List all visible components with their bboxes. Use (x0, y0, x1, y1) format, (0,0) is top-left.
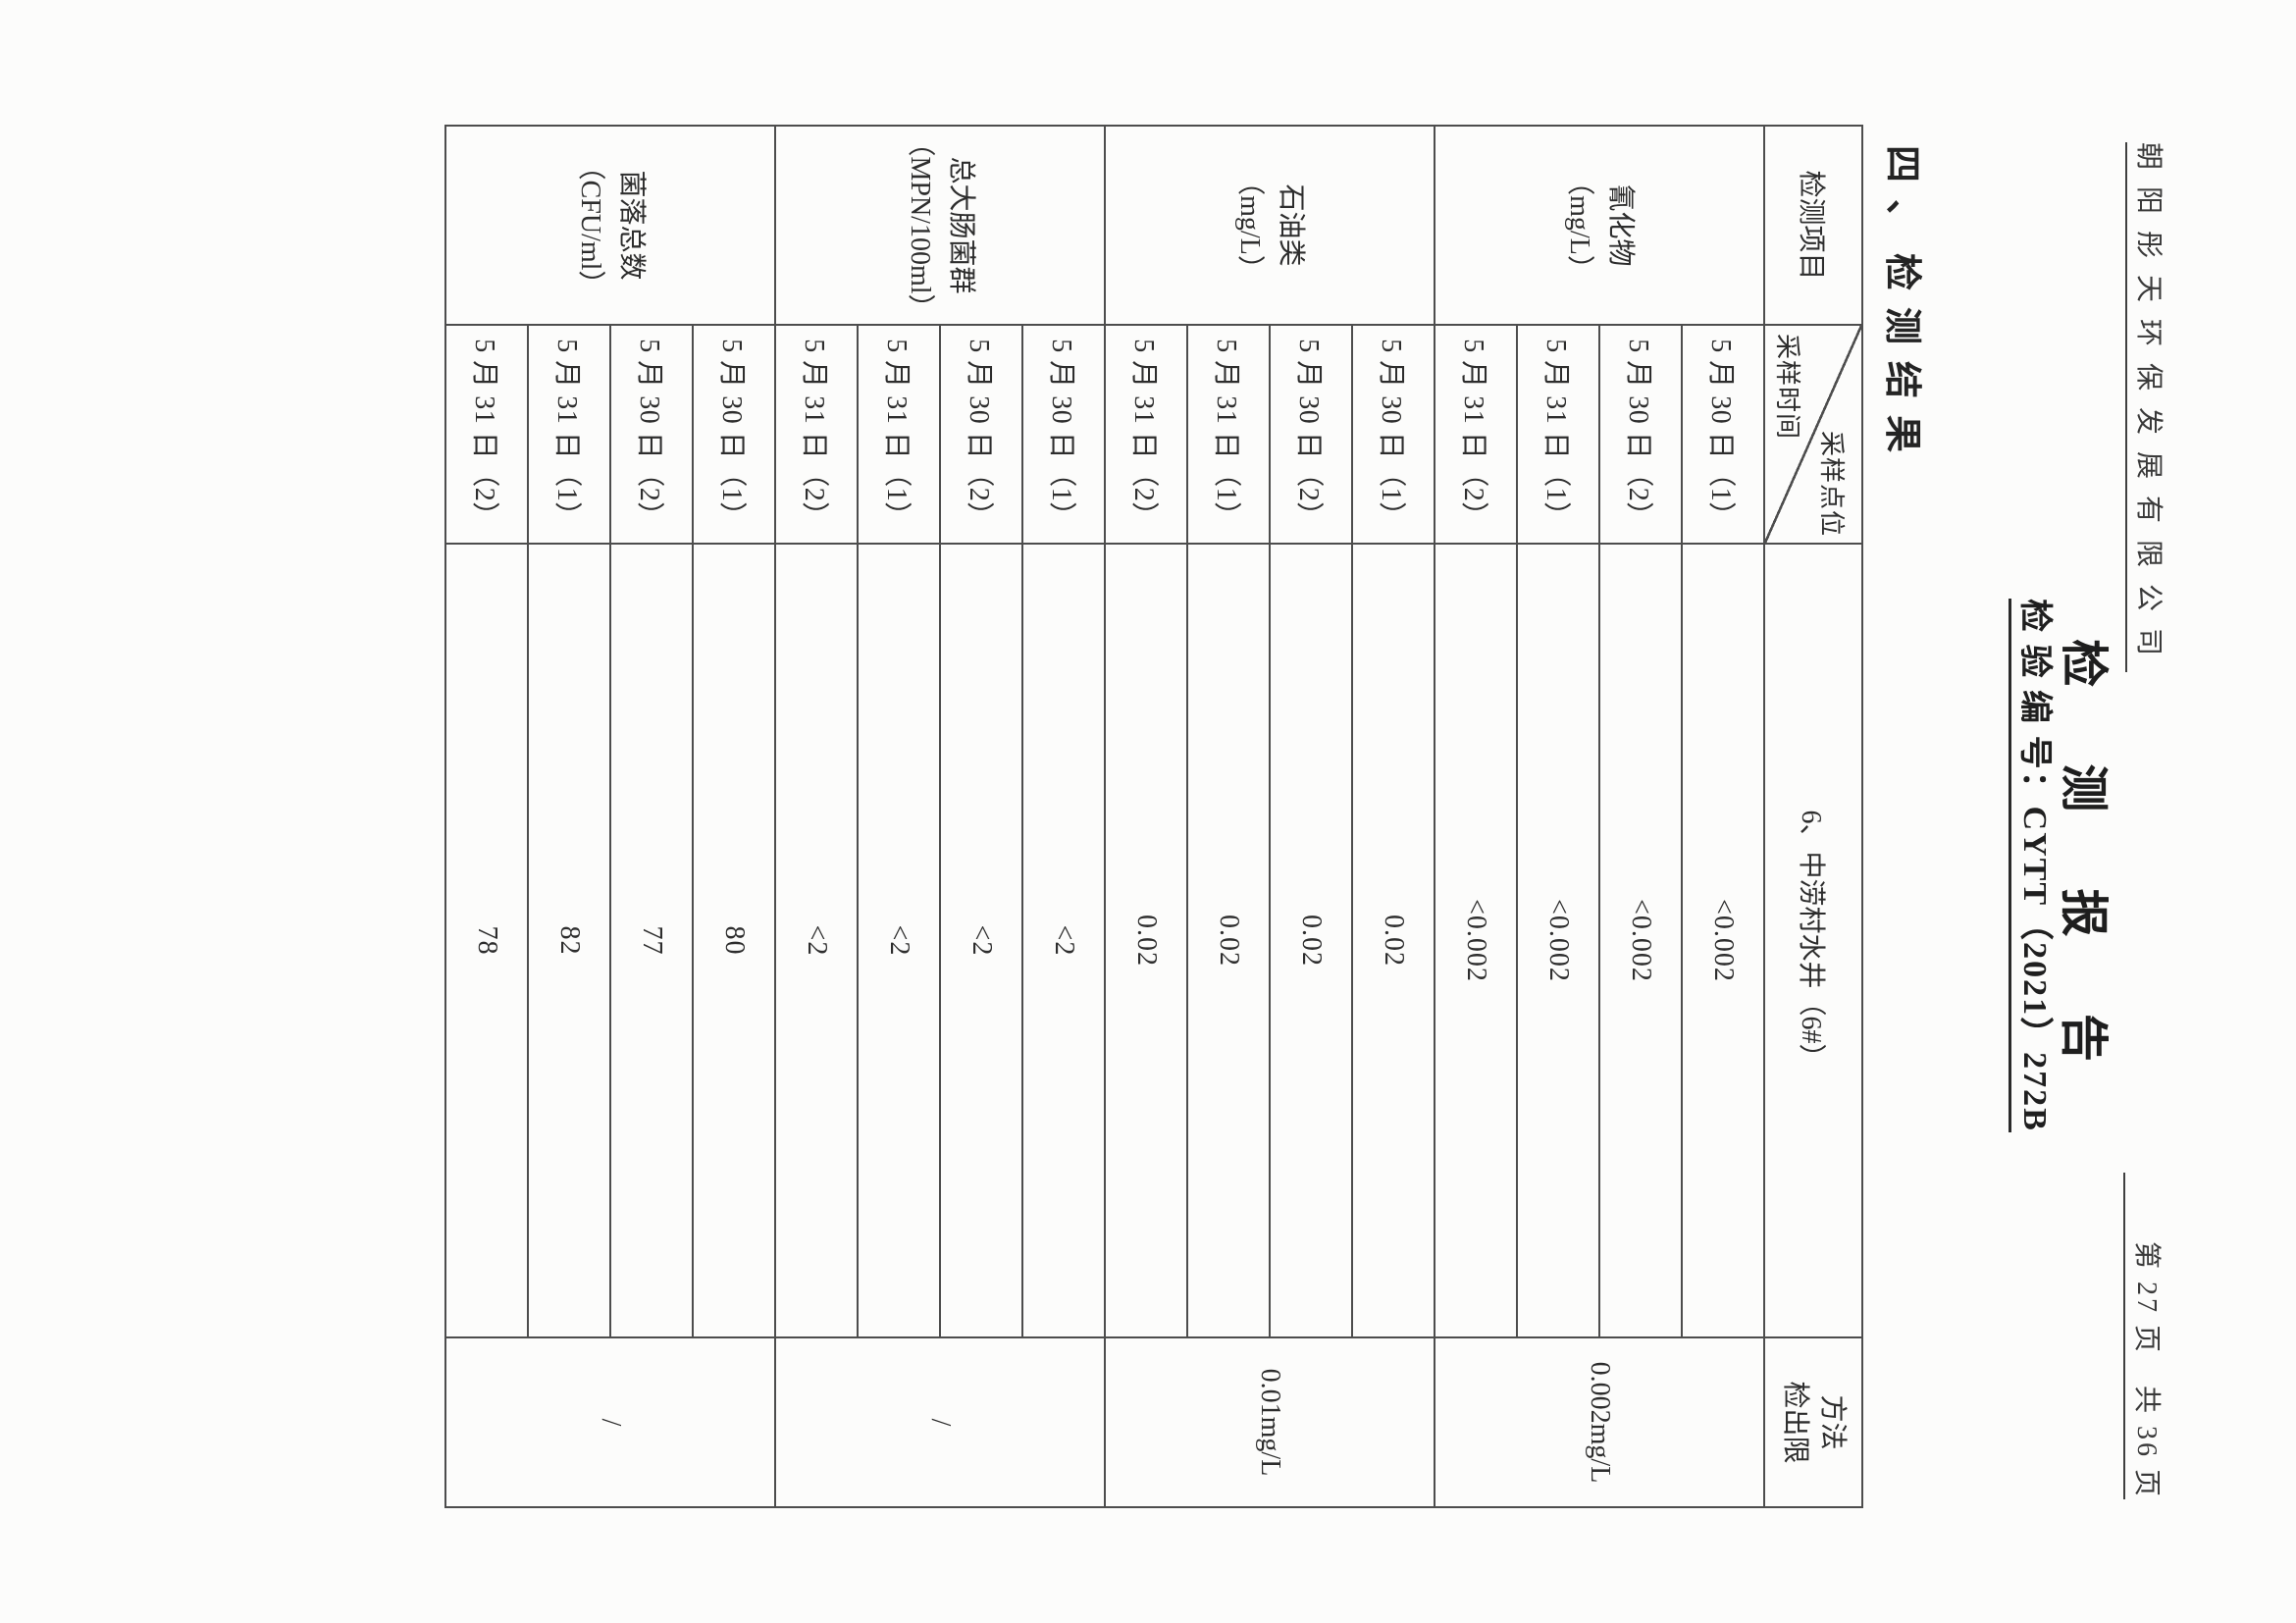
section-heading: 四、检测结果 (1881, 145, 1922, 470)
company-name: 朝阳彤天环保发展有限公司 (2125, 142, 2170, 673)
report-number-row: 检 验 编 号：CYTT（2021）272B (2009, 0, 2062, 1623)
result-value-cell: 80 (693, 544, 775, 1337)
parameter-cell: 氰化物 （mg/L） (1435, 126, 1764, 325)
table-row: 5 月 31 日（1） 0.02 (1187, 126, 1270, 1507)
table-row: 5 月 31 日（1） <2 (858, 126, 940, 1507)
result-value-cell: 77 (610, 544, 693, 1337)
sampling-time-cell: 5 月 30 日（1） (1022, 325, 1105, 544)
parameter-unit: （MPN/100ml） (905, 129, 935, 322)
sampling-time-cell: 5 月 31 日（2） (1105, 325, 1187, 544)
table-row: 石油类 （mg/L） 5 月 30 日（1） 0.02 0.01mg/L (1105, 126, 1435, 1507)
parameter-unit: （mg/L） (1234, 168, 1265, 283)
table-row: 5 月 31 日（2） 78 (445, 126, 528, 1507)
report-number: 检 验 编 号：CYTT（2021）272B (2009, 599, 2053, 1132)
corner-label-sampling-time: 采样时间 (1773, 334, 1801, 441)
parameter-cell: 石油类 （mg/L） (1105, 126, 1435, 325)
sampling-time-cell: 5 月 30 日（1） (1352, 325, 1435, 544)
result-value-cell: <0.002 (1435, 544, 1517, 1337)
corner-label-sampling-point: 采样点位 (1817, 430, 1846, 537)
sampling-time-cell: 5 月 31 日（2） (445, 325, 528, 544)
header-method-limit-line2: 检出限 (1780, 1381, 1810, 1464)
header-method-limit-line1: 方法 (1816, 1394, 1848, 1450)
result-value-cell: 0.02 (1105, 544, 1187, 1337)
sampling-time-cell: 5 月 30 日（1） (1682, 325, 1764, 544)
sampling-time-cell: 5 月 30 日（2） (1599, 325, 1682, 544)
sampling-time-cell: 5 月 30 日（1） (693, 325, 775, 544)
header-corner-diagonal: 采样点位 采样时间 (1764, 325, 1862, 544)
header-item: 检测项目 (1764, 126, 1862, 325)
table-row: 5 月 31 日（2） <0.002 (1435, 126, 1517, 1507)
method-limit-cell: / (775, 1337, 1105, 1507)
report-title: 检 测 报 告 (2057, 639, 2111, 1094)
result-value-cell: 0.02 (1187, 544, 1270, 1337)
sampling-time-cell: 5 月 31 日（1） (858, 325, 940, 544)
page-number: 第 27 页 共 36 页 (2123, 1172, 2168, 1499)
sampling-time-cell: 5 月 30 日（2） (940, 325, 1022, 544)
parameter-name: 菌落总数 (616, 170, 647, 281)
sampling-time-cell: 5 月 30 日（2） (610, 325, 693, 544)
header-sampling-site: 6、中涝村水井（6#） (1764, 544, 1862, 1337)
result-value-cell: 0.02 (1270, 544, 1352, 1337)
table-row: 氰化物 （mg/L） 5 月 30 日（1） <0.002 0.002mg/L (1435, 126, 1764, 1507)
table-row: 5 月 31 日（1） <0.002 (1517, 126, 1599, 1507)
method-limit-cell: 0.01mg/L (1105, 1337, 1435, 1507)
result-value-cell: 0.02 (1352, 544, 1435, 1337)
result-value-cell: <2 (858, 544, 940, 1337)
result-value-cell: 82 (528, 544, 610, 1337)
results-table: 检测项目 采样点位 采样时间 6、中涝村水井（6#） 方法 检出限 氰化物 （mg… (444, 125, 1863, 1508)
result-value-cell: <2 (940, 544, 1022, 1337)
sampling-time-cell: 5 月 31 日（2） (775, 325, 858, 544)
result-value-cell: <0.002 (1599, 544, 1682, 1337)
table-row: 5 月 30 日（2） <0.002 (1599, 126, 1682, 1507)
parameter-name: 石油类 (1276, 183, 1306, 267)
table-row: 5 月 30 日（2） 0.02 (1270, 126, 1352, 1507)
table-row: 菌落总数 （CFU/ml） 5 月 30 日（1） 80/ (445, 126, 775, 1507)
result-value-cell: <0.002 (1682, 544, 1764, 1337)
sampling-time-cell: 5 月 31 日（1） (528, 325, 610, 544)
method-limit-cell: / (445, 1337, 775, 1507)
parameter-cell: 总大肠菌群 （MPN/100ml） (775, 126, 1105, 325)
result-value-cell: 78 (445, 544, 528, 1337)
table-row: 5 月 30 日（2） 77 (610, 126, 693, 1507)
result-value-cell: <2 (1022, 544, 1105, 1337)
result-value-cell: <2 (775, 544, 858, 1337)
header-method-limit: 方法 检出限 (1764, 1337, 1862, 1507)
table-row: 总大肠菌群 （MPN/100ml） 5 月 30 日（1） <2/ (775, 126, 1105, 1507)
sampling-time-cell: 5 月 31 日（1） (1187, 325, 1270, 544)
parameter-cell: 菌落总数 （CFU/ml） (445, 126, 775, 325)
parameter-name: 总大肠菌群 (946, 156, 976, 294)
table-row: 5 月 31 日（2） 0.02 (1105, 126, 1187, 1507)
parameter-unit: （CFU/ml） (575, 152, 605, 298)
table-row: 5 月 31 日（2） <2 (775, 126, 858, 1507)
table-row: 5 月 31 日（1） 82 (528, 126, 610, 1507)
parameter-name: 氰化物 (1605, 183, 1636, 267)
sampling-time-cell: 5 月 31 日（1） (1517, 325, 1599, 544)
parameter-unit: （mg/L） (1564, 168, 1594, 283)
sampling-time-cell: 5 月 31 日（2） (1435, 325, 1517, 544)
result-value-cell: <0.002 (1517, 544, 1599, 1337)
table-header-row: 检测项目 采样点位 采样时间 6、中涝村水井（6#） 方法 检出限 (1764, 126, 1862, 1507)
table-row: 5 月 30 日（2） <2 (940, 126, 1022, 1507)
sampling-time-cell: 5 月 30 日（2） (1270, 325, 1352, 544)
method-limit-cell: 0.002mg/L (1435, 1337, 1764, 1507)
